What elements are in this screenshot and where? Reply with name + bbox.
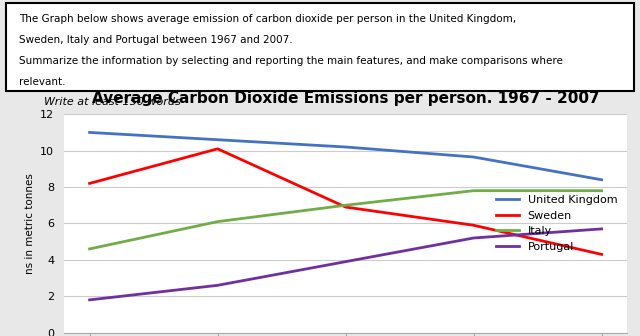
Text: relevant.: relevant.: [19, 77, 65, 87]
Sweden: [470, 223, 477, 227]
United Kingdom: [342, 145, 349, 149]
Text: Sweden, Italy and Portugal between 1967 and 2007.: Sweden, Italy and Portugal between 1967 …: [19, 35, 292, 45]
Portugal: [342, 260, 349, 264]
Sweden: [342, 205, 349, 209]
Text: Write at least 150 words: Write at least 150 words: [44, 97, 180, 108]
Sweden: [598, 252, 605, 256]
Legend: United Kingdom, Sweden, Italy, Portugal: United Kingdom, Sweden, Italy, Portugal: [492, 191, 621, 256]
Italy: [86, 247, 93, 251]
FancyBboxPatch shape: [6, 3, 634, 91]
Portugal: [86, 298, 93, 302]
United Kingdom: [598, 178, 605, 182]
United Kingdom: [470, 155, 477, 159]
Y-axis label: ns in metric tonnes: ns in metric tonnes: [24, 173, 35, 274]
Portugal: [598, 227, 605, 231]
Line: Portugal: Portugal: [90, 229, 602, 300]
Sweden: [86, 181, 93, 185]
Italy: [470, 189, 477, 193]
Italy: [598, 189, 605, 193]
United Kingdom: [86, 130, 93, 134]
Portugal: [214, 283, 221, 287]
Portugal: [470, 236, 477, 240]
United Kingdom: [214, 138, 221, 142]
Line: Sweden: Sweden: [90, 149, 602, 254]
Sweden: [214, 147, 221, 151]
Text: Summarize the information by selecting and reporting the main features, and make: Summarize the information by selecting a…: [19, 56, 563, 66]
Italy: [342, 203, 349, 207]
Italy: [214, 220, 221, 224]
Line: United Kingdom: United Kingdom: [90, 132, 602, 180]
Line: Italy: Italy: [90, 191, 602, 249]
Text: The Graph below shows average emission of carbon dioxide per person in the Unite: The Graph below shows average emission o…: [19, 14, 516, 24]
Title: Average Carbon Dioxide Emissions per person. 1967 - 2007: Average Carbon Dioxide Emissions per per…: [92, 91, 600, 106]
